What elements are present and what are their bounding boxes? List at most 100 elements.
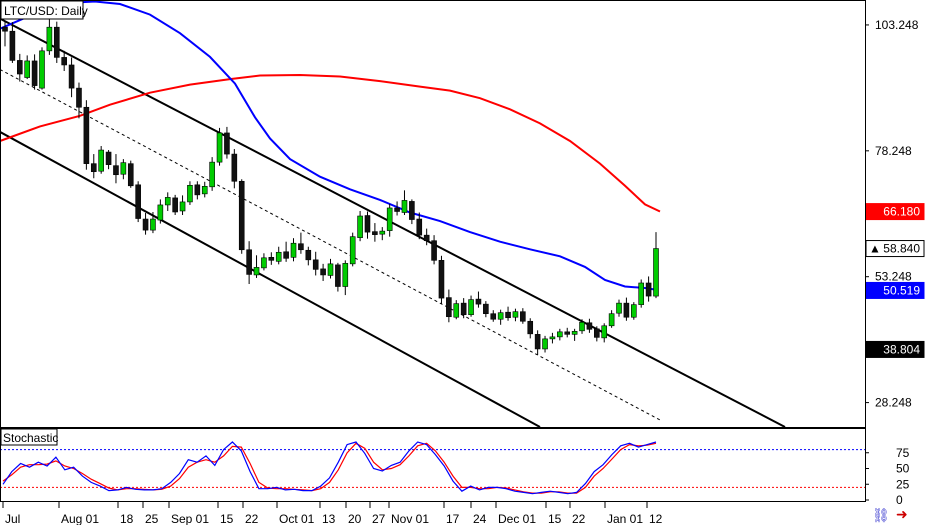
candle <box>105 150 112 170</box>
candle <box>164 192 171 211</box>
candle-body-up <box>253 267 260 276</box>
candle <box>201 181 208 198</box>
candle-body-down <box>31 60 38 86</box>
date-tick-label: 20 <box>348 512 362 525</box>
candle <box>601 323 608 343</box>
candle <box>216 127 223 166</box>
candle <box>224 126 230 159</box>
candle <box>645 276 652 302</box>
candle <box>275 246 282 265</box>
candle-body-down <box>423 234 430 241</box>
candle-body-down <box>194 184 201 196</box>
stochastic-tick-label: 25 <box>896 477 910 491</box>
candle <box>423 228 430 246</box>
candle <box>579 319 585 334</box>
stochastic-k-line <box>2 441 657 495</box>
date-axis: Jul Aug 01 18 25 Sep 01 15 22 Oct 01 13 20 27 Nov 0… <box>2 502 663 526</box>
candle <box>98 146 104 174</box>
candle-body-up <box>542 338 548 350</box>
candle <box>24 55 30 80</box>
candle-body-down <box>76 87 82 108</box>
candle <box>172 194 178 216</box>
stochastic-tick-label: 0 <box>896 493 903 507</box>
candle-body-down <box>446 297 452 318</box>
date-tick-label: 25 <box>145 512 159 525</box>
candle-body-down <box>9 30 16 61</box>
candle <box>483 301 489 318</box>
candle-body-down <box>61 57 67 66</box>
candle-body-up <box>342 263 349 287</box>
candle-body-up <box>179 201 186 212</box>
candle-body-down <box>645 282 652 297</box>
candle-body-down <box>305 249 312 261</box>
candle <box>135 181 141 223</box>
candle <box>253 255 260 278</box>
price-tag: 50.519 <box>865 281 925 299</box>
price-tag-label: 38.804 <box>883 342 920 356</box>
candle-body-down <box>364 215 371 233</box>
candle-body-up <box>39 50 45 89</box>
candle-body-down <box>416 218 423 236</box>
price-tag-label: 50.519 <box>883 283 920 297</box>
candle-body-up <box>653 248 659 297</box>
candle <box>534 330 541 355</box>
candle-body-up <box>557 331 563 338</box>
candle-body-down <box>113 165 119 176</box>
candle <box>90 154 97 179</box>
date-tick-label: 22 <box>245 512 259 525</box>
price-tag: ▲ 58.840 <box>865 240 925 258</box>
candle <box>357 210 363 242</box>
date-tick-label: Jan 01 <box>607 512 643 525</box>
candle-body-down <box>594 328 600 338</box>
price-tick-label: 53.248 <box>875 270 912 284</box>
price-tick-label: 78.248 <box>875 144 912 158</box>
candle-body-down <box>475 298 482 305</box>
price-tag: 66.180 <box>865 203 925 221</box>
candle-body-down <box>431 240 437 261</box>
candles <box>2 5 659 355</box>
channel-line-3 <box>0 69 661 421</box>
candle <box>468 295 474 317</box>
candle <box>571 328 578 341</box>
candle <box>335 262 341 292</box>
candle-body-down <box>483 303 489 315</box>
candle <box>401 190 408 216</box>
candle <box>327 258 334 279</box>
candle-body-down <box>409 201 415 220</box>
moving-average-fast <box>0 0 659 291</box>
candle <box>290 238 297 262</box>
candle-body-down <box>335 264 341 287</box>
candle-body-down <box>564 331 571 335</box>
candle <box>31 54 38 90</box>
candle <box>231 149 238 189</box>
candle <box>127 160 134 188</box>
channel-line-2 <box>0 131 541 428</box>
candle <box>312 251 319 276</box>
candle <box>83 100 90 170</box>
date-tick-label: Jul <box>5 512 20 525</box>
candle <box>320 263 326 281</box>
date-tick-label: 15 <box>220 512 234 525</box>
candle-body-up <box>357 215 363 238</box>
candle <box>238 179 245 254</box>
candle <box>527 318 534 339</box>
arrow-right-icon[interactable]: ➜ <box>896 507 908 523</box>
stochastic-tick-label: 75 <box>896 446 910 460</box>
candle <box>653 232 659 299</box>
candle-body-up <box>401 200 408 213</box>
date-tick-label: 24 <box>473 512 487 525</box>
candle <box>194 181 201 200</box>
candle-body-up <box>261 257 267 269</box>
candle <box>268 252 275 265</box>
candle <box>557 328 563 341</box>
candle <box>549 332 556 344</box>
candle-body-down <box>394 207 400 212</box>
candle <box>453 300 460 320</box>
date-tick-label: 15 <box>548 512 562 525</box>
chain-link-icon[interactable]: ⛓ <box>872 508 890 524</box>
candle-body-up <box>386 207 393 231</box>
candle <box>638 279 645 308</box>
candle-body-up <box>453 303 460 318</box>
candle-body-up <box>201 186 208 195</box>
